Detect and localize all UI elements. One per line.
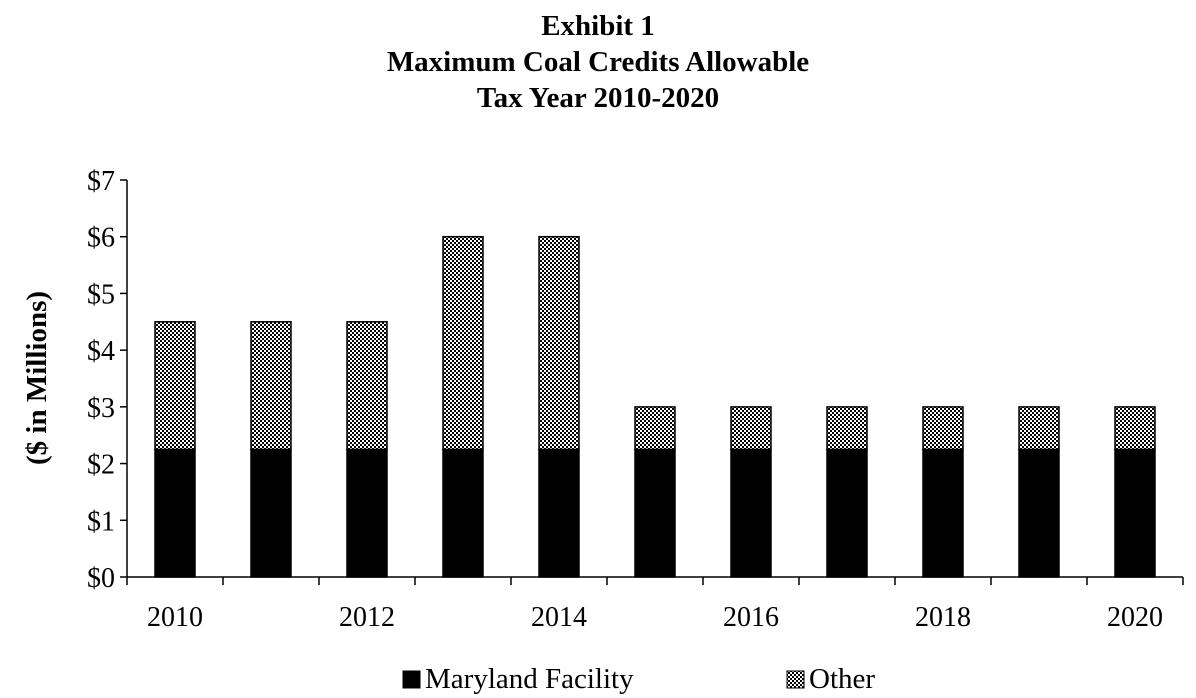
bar-other-2015 — [634, 406, 676, 451]
bar-other-2020 — [1114, 406, 1156, 451]
bar-maryland-facility-2017 — [826, 448, 868, 578]
y-tick-label: $5 — [87, 279, 115, 310]
legend-swatch-other — [786, 670, 805, 689]
bar-maryland-facility-2010 — [154, 448, 196, 578]
chart-title: Exhibit 1 Maximum Coal Credits Allowable… — [0, 8, 1196, 116]
bar-maryland-facility-2016 — [730, 448, 772, 578]
axes-group: $0 $1 $2 $3 $4 $5 $6 $7 2010 2012 2014 2016 2018 2020 — [87, 166, 1184, 633]
y-tick-label: $1 — [87, 506, 115, 537]
chart-title-line-1: Exhibit 1 — [541, 10, 655, 42]
legend: Maryland Facility Other — [402, 663, 875, 695]
bar-maryland-facility-2011 — [250, 448, 292, 578]
y-tick-label: $7 — [87, 166, 115, 197]
chart-title-line-2: Maximum Coal Credits Allowable — [386, 46, 810, 78]
x-tick-label: 2020 — [1107, 602, 1163, 633]
legend-label-maryland-facility: Maryland Facility — [425, 663, 634, 695]
x-tick-label: 2016 — [723, 602, 779, 633]
y-tick-label: $6 — [87, 223, 115, 254]
x-tick-label: 2012 — [339, 602, 395, 633]
bar-maryland-facility-2020 — [1114, 448, 1156, 578]
bar-other-2011 — [250, 321, 292, 451]
x-tick-label: 2014 — [531, 602, 587, 633]
bar-other-2018 — [922, 406, 964, 451]
bar-maryland-facility-2018 — [922, 448, 964, 578]
legend-label-other: Other — [809, 663, 875, 695]
bar-maryland-facility-2013 — [442, 448, 484, 578]
bar-maryland-facility-2019 — [1018, 448, 1060, 578]
x-tick-label: 2018 — [915, 602, 971, 633]
y-tick-label: $4 — [87, 336, 115, 367]
bar-maryland-facility-2012 — [346, 448, 388, 578]
chart-title-line-3: Tax Year 2010-2020 — [476, 82, 720, 114]
bar-other-2013 — [442, 235, 484, 451]
x-tick-label: 2010 — [147, 602, 203, 633]
bar-maryland-facility-2014 — [538, 448, 580, 578]
bar-other-2019 — [1018, 406, 1060, 451]
bars-group — [154, 235, 1156, 578]
bar-other-2016 — [730, 406, 772, 451]
y-tick-label: $2 — [87, 450, 115, 481]
bar-other-2010 — [154, 321, 196, 451]
bar-other-2017 — [826, 406, 868, 451]
legend-swatch-maryland-facility — [402, 670, 421, 689]
y-axis-label: ($ in Millions) — [21, 291, 53, 465]
y-tick-label: $3 — [87, 393, 115, 424]
bar-maryland-facility-2015 — [634, 448, 676, 578]
bar-other-2014 — [538, 235, 580, 451]
bar-other-2012 — [346, 321, 388, 451]
y-tick-label: $0 — [87, 563, 115, 594]
